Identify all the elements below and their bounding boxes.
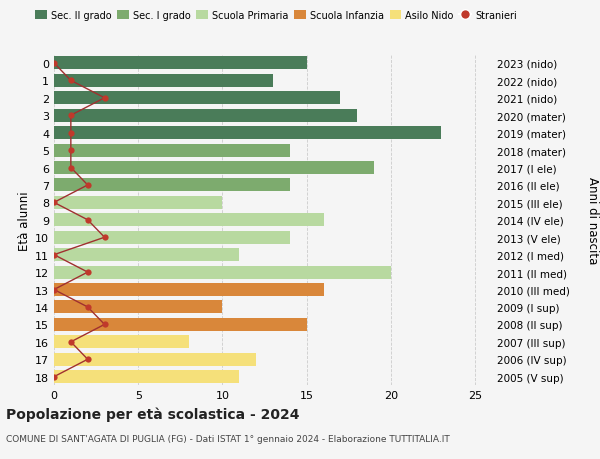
Bar — [54, 231, 290, 244]
Bar — [54, 266, 391, 279]
Bar — [54, 353, 256, 366]
Text: Popolazione per età scolastica - 2024: Popolazione per età scolastica - 2024 — [6, 406, 299, 421]
Y-axis label: Età alunni: Età alunni — [18, 190, 31, 250]
Bar — [54, 57, 307, 70]
Legend: Sec. II grado, Sec. I grado, Scuola Primaria, Scuola Infanzia, Asilo Nido, Stran: Sec. II grado, Sec. I grado, Scuola Prim… — [31, 7, 521, 25]
Bar — [54, 301, 223, 314]
Bar — [54, 370, 239, 383]
Bar — [54, 144, 290, 157]
Bar — [54, 318, 307, 331]
Text: COMUNE DI SANT'AGATA DI PUGLIA (FG) - Dati ISTAT 1° gennaio 2024 - Elaborazione : COMUNE DI SANT'AGATA DI PUGLIA (FG) - Da… — [6, 434, 450, 443]
Bar — [54, 179, 290, 192]
Bar — [54, 249, 239, 262]
Bar — [54, 336, 189, 348]
Bar — [54, 75, 273, 88]
Bar — [54, 127, 442, 140]
Bar — [54, 92, 340, 105]
Bar — [54, 283, 323, 297]
Bar — [54, 109, 357, 123]
Y-axis label: Anni di nascita: Anni di nascita — [586, 177, 599, 264]
Bar — [54, 214, 323, 227]
Bar — [54, 196, 223, 209]
Bar — [54, 162, 374, 175]
